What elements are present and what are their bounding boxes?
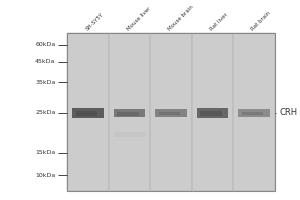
Text: SH-SY5Y: SH-SY5Y (85, 11, 104, 31)
FancyBboxPatch shape (192, 33, 233, 191)
FancyBboxPatch shape (242, 112, 263, 115)
Text: Mouse brain: Mouse brain (167, 4, 195, 31)
FancyBboxPatch shape (109, 33, 150, 191)
FancyBboxPatch shape (114, 132, 145, 137)
FancyBboxPatch shape (67, 33, 275, 191)
FancyBboxPatch shape (76, 111, 97, 116)
FancyBboxPatch shape (150, 33, 192, 191)
Text: 15kDa: 15kDa (35, 150, 56, 155)
FancyBboxPatch shape (233, 33, 275, 191)
FancyBboxPatch shape (67, 33, 109, 191)
Text: Mouse liver: Mouse liver (126, 6, 152, 31)
Text: 25kDa: 25kDa (35, 110, 56, 115)
FancyBboxPatch shape (197, 108, 228, 118)
Text: 45kDa: 45kDa (35, 59, 56, 64)
Text: 10kDa: 10kDa (35, 173, 56, 178)
FancyBboxPatch shape (200, 111, 222, 116)
FancyBboxPatch shape (72, 108, 104, 118)
Text: Rat liver: Rat liver (209, 12, 229, 31)
FancyBboxPatch shape (159, 112, 180, 115)
Text: 60kDa: 60kDa (35, 42, 56, 47)
Text: CRH: CRH (279, 108, 297, 117)
FancyBboxPatch shape (114, 109, 145, 117)
Text: 35kDa: 35kDa (35, 80, 56, 85)
FancyBboxPatch shape (238, 109, 270, 117)
FancyBboxPatch shape (155, 109, 187, 117)
FancyBboxPatch shape (117, 112, 139, 116)
Text: Rat brain: Rat brain (250, 10, 272, 31)
